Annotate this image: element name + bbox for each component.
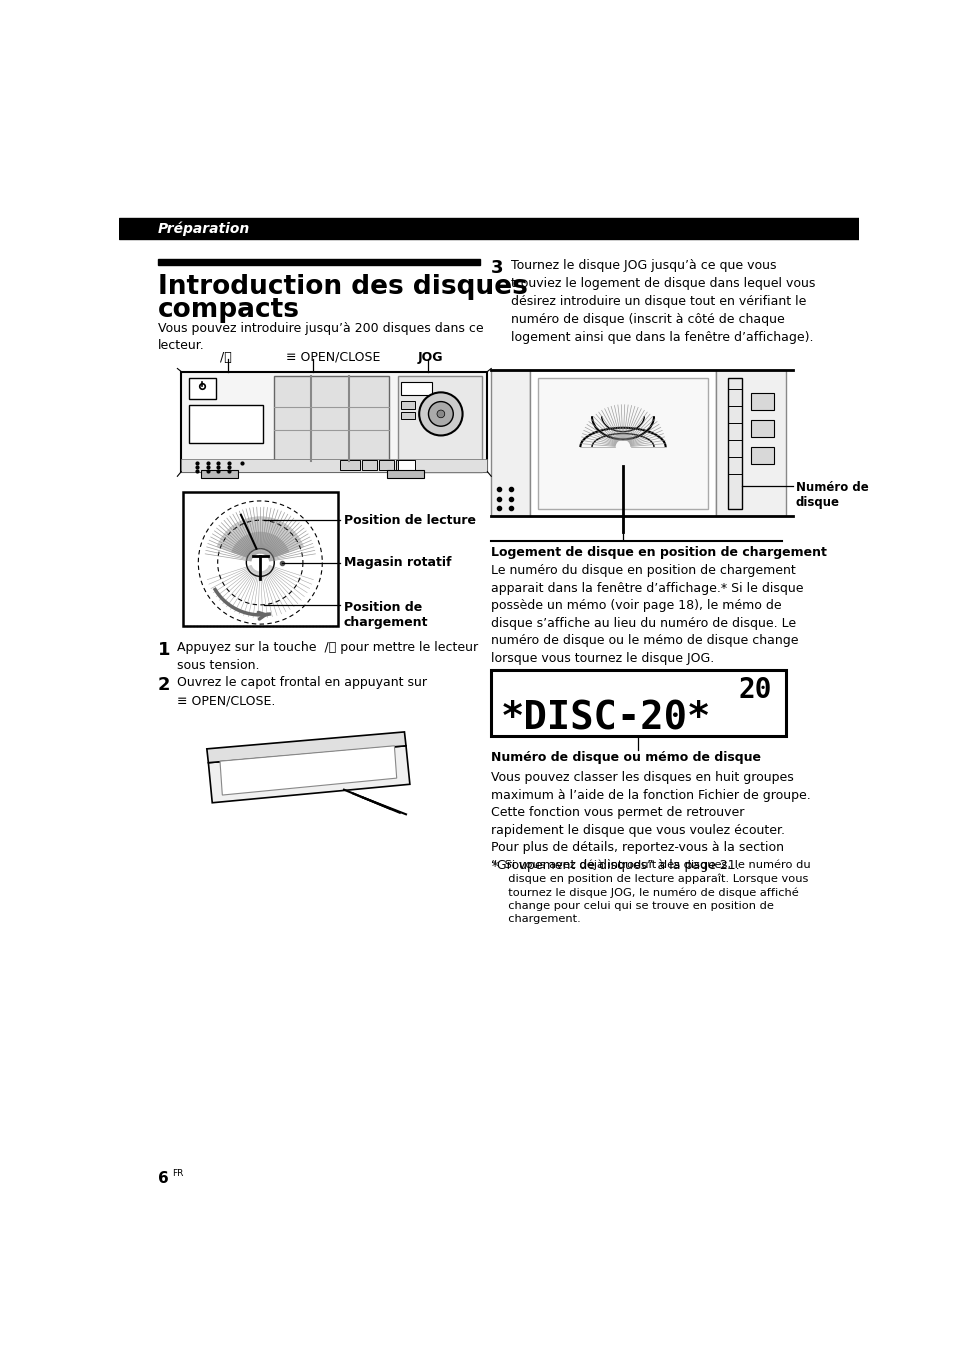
Text: Préparation: Préparation <box>158 222 250 235</box>
Polygon shape <box>220 746 396 794</box>
Bar <box>750 393 773 411</box>
Bar <box>340 461 360 470</box>
Bar <box>491 370 530 516</box>
Bar <box>189 405 262 443</box>
Text: Introduction des disques: Introduction des disques <box>158 274 527 300</box>
Text: Si vous avez déjà introduit des disques, le numéro du
  disque en position de le: Si vous avez déjà introduit des disques,… <box>500 859 809 924</box>
Bar <box>400 412 415 419</box>
Bar <box>119 218 858 239</box>
Text: Numéro de
disque: Numéro de disque <box>795 481 867 509</box>
Bar <box>181 372 487 471</box>
Circle shape <box>418 392 462 435</box>
Text: 6: 6 <box>158 1171 169 1186</box>
Bar <box>727 378 740 508</box>
Text: Position de lecture: Position de lecture <box>344 513 476 527</box>
Text: Le numéro du disque en position de chargement
apparait dans la fenêtre d’afficha: Le numéro du disque en position de charg… <box>491 565 803 665</box>
Bar <box>400 401 415 408</box>
Text: ≡ OPEN/CLOSE: ≡ OPEN/CLOSE <box>286 351 380 363</box>
Text: /ⓨ: /ⓨ <box>220 351 232 363</box>
Text: *DISC-20*: *DISC-20* <box>500 700 710 738</box>
Bar <box>530 370 716 516</box>
Polygon shape <box>208 746 410 802</box>
Polygon shape <box>207 732 406 763</box>
Text: Vous pouvez classer les disques en huit groupes
maximum à l’aide de la fonction : Vous pouvez classer les disques en huit … <box>491 771 810 871</box>
Bar <box>361 461 377 470</box>
Bar <box>181 458 487 471</box>
Circle shape <box>246 549 274 577</box>
Bar <box>397 461 415 470</box>
Text: 20: 20 <box>738 677 771 704</box>
Wedge shape <box>216 516 304 562</box>
Text: Logement de disque en position de chargement: Logement de disque en position de charge… <box>491 546 826 558</box>
Text: Vous pouvez introduire jusqu’à 200 disques dans ce
lecteur.: Vous pouvez introduire jusqu’à 200 disqu… <box>158 323 483 353</box>
Bar <box>158 259 479 265</box>
Bar <box>750 420 773 436</box>
Text: 3: 3 <box>491 259 503 277</box>
Text: Magasin rotatif: Magasin rotatif <box>344 557 451 569</box>
Bar <box>400 381 431 396</box>
Text: 1: 1 <box>158 642 171 659</box>
Bar <box>386 470 423 478</box>
Bar <box>395 461 411 470</box>
Bar <box>537 378 707 508</box>
Circle shape <box>436 411 444 417</box>
Text: Appuyez sur la touche  /ⓨ pour mettre le lecteur
sous tension.: Appuyez sur la touche /ⓨ pour mettre le … <box>177 642 478 671</box>
Text: Numéro de disque ou mémo de disque: Numéro de disque ou mémo de disque <box>491 751 760 765</box>
Bar <box>716 370 785 516</box>
Text: Tournez le disque JOG jusqu’à ce que vous
trouviez le logement de disque dans le: Tournez le disque JOG jusqu’à ce que vou… <box>510 259 814 345</box>
Text: 2: 2 <box>158 677 171 694</box>
Text: JOG: JOG <box>417 351 442 363</box>
Bar <box>491 670 785 736</box>
Wedge shape <box>231 532 289 562</box>
Bar <box>397 376 481 471</box>
Text: Position de
chargement: Position de chargement <box>344 601 428 630</box>
Text: Ouvrez le capot frontal en appuyant sur
≡ OPEN/CLOSE.: Ouvrez le capot frontal en appuyant sur … <box>177 677 427 708</box>
Bar <box>183 492 337 627</box>
Text: *: * <box>491 859 497 873</box>
Text: compacts: compacts <box>158 297 299 323</box>
Circle shape <box>428 401 453 426</box>
Bar <box>200 470 237 478</box>
Text: FR: FR <box>172 1169 183 1178</box>
Bar <box>750 447 773 463</box>
Bar <box>378 461 394 470</box>
Bar <box>274 376 389 461</box>
Bar <box>189 378 216 400</box>
